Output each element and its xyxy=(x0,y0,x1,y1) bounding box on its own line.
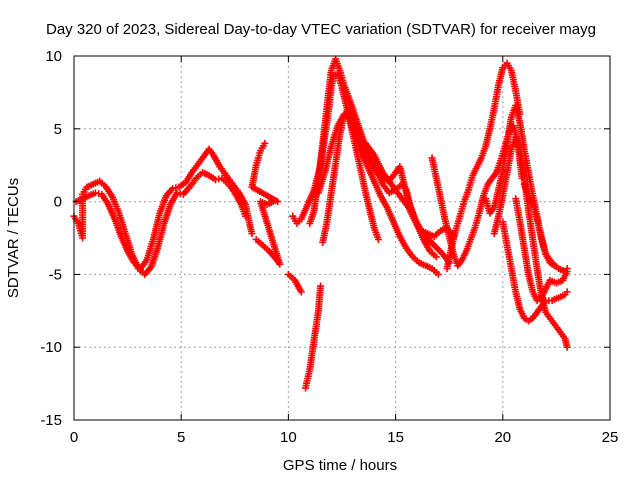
plot-frame xyxy=(73,55,611,421)
y-tick-label: 0 xyxy=(54,194,62,211)
chart-title: Day 320 of 2023, Sidereal Day-to-day VTE… xyxy=(46,21,596,38)
x-tick-label: 15 xyxy=(387,429,404,446)
data-point xyxy=(248,230,256,238)
data-point xyxy=(434,270,442,278)
data-point xyxy=(550,262,558,270)
data-point xyxy=(317,282,325,290)
data-point xyxy=(563,267,571,275)
x-tick-label: 20 xyxy=(494,429,511,446)
y-tick-label: -10 xyxy=(40,339,62,356)
y-axis-label: SDTVAR / TECUs xyxy=(5,178,22,298)
data-point xyxy=(563,288,571,296)
data-point xyxy=(432,253,440,261)
x-tick-label: 25 xyxy=(602,429,619,446)
x-tick-label: 5 xyxy=(177,429,185,446)
x-axis-label: GPS time / hours xyxy=(283,457,397,474)
x-tick-label: 10 xyxy=(280,429,297,446)
data-points xyxy=(70,55,571,392)
data-point xyxy=(374,235,382,243)
data-point xyxy=(261,139,269,147)
data-point xyxy=(297,288,305,296)
y-tick-label: -5 xyxy=(49,266,62,283)
y-tick-label: -15 xyxy=(40,412,62,429)
data-point xyxy=(563,343,571,351)
x-tick-label: 0 xyxy=(70,429,78,446)
axis-ticks: 0 5 10 15 20 25 -15 -10 -5 0 5 10 xyxy=(40,48,618,446)
y-tick-label: 5 xyxy=(54,121,62,138)
y-tick-label: 10 xyxy=(45,48,62,65)
